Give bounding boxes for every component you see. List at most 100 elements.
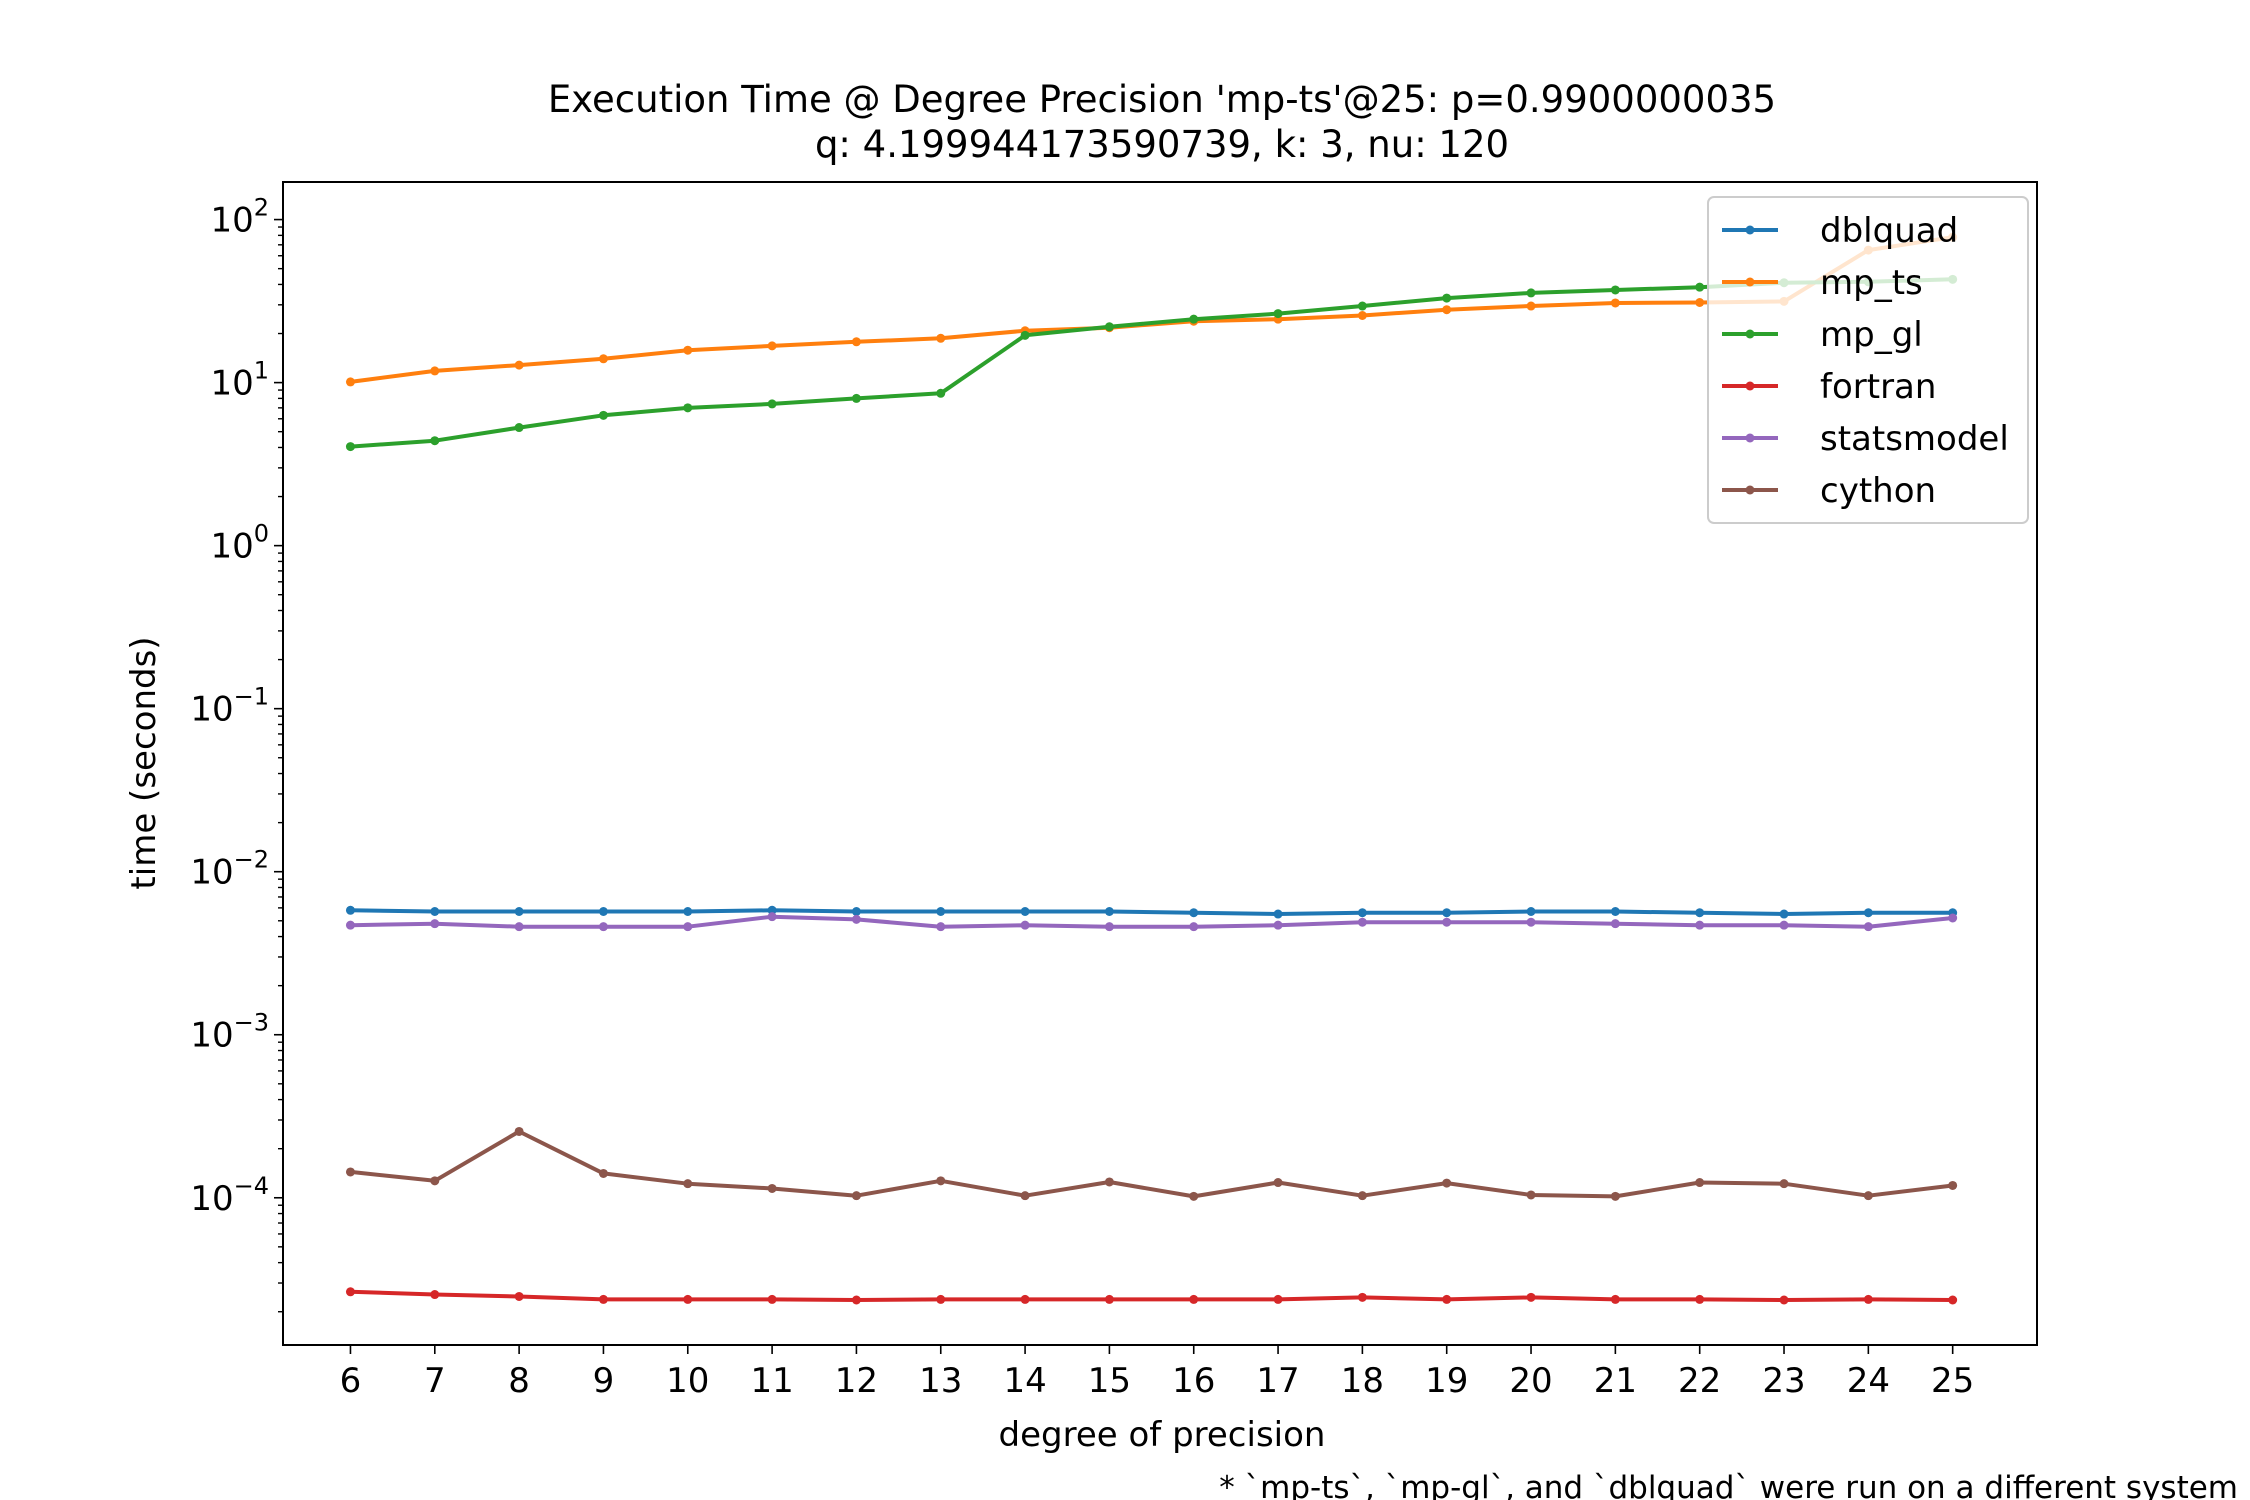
data-point-fortran — [598, 1294, 608, 1304]
data-point-fortran — [1357, 1292, 1367, 1302]
data-point-mp-ts — [1526, 301, 1536, 311]
data-point-cython — [1863, 1191, 1873, 1201]
data-point-mp-ts — [514, 360, 524, 370]
legend-box — [1707, 196, 2029, 524]
data-point-dblquad — [1273, 909, 1283, 919]
data-point-fortran — [1020, 1294, 1030, 1304]
data-point-dblquad — [598, 907, 608, 917]
data-point-dblquad — [851, 907, 861, 917]
legend-item-dblquad: dblquad — [1722, 211, 1958, 251]
footnote: * `mp-ts`, `mp-gl`, and `dblquad` were r… — [1219, 1470, 2238, 1500]
x-tick-label: 23 — [1762, 1361, 1805, 1401]
data-point-dblquad — [1863, 908, 1873, 918]
legend-marker — [1745, 485, 1755, 495]
legend-marker — [1745, 381, 1755, 391]
data-point-fortran — [767, 1294, 777, 1304]
data-point-statsmodel — [1695, 920, 1705, 930]
y-tick-label: 10−4 — [190, 1172, 269, 1219]
data-point-fortran — [1610, 1294, 1620, 1304]
x-tick-label: 24 — [1847, 1361, 1890, 1401]
x-tick-label: 10 — [666, 1361, 709, 1401]
series-statsmodel — [345, 912, 1958, 932]
x-tick-label: 6 — [340, 1361, 362, 1401]
data-point-mp-gl — [430, 436, 440, 446]
legend-marker — [1745, 329, 1755, 339]
series-line-dblquad — [348, 908, 1955, 916]
data-point-cython — [1104, 1177, 1114, 1187]
data-point-statsmodel — [683, 922, 693, 932]
data-point-cython — [1610, 1191, 1620, 1201]
data-point-fortran — [936, 1294, 946, 1304]
legend-label: mp_ts — [1820, 263, 1923, 303]
series-fortran — [345, 1287, 1958, 1305]
series-cython — [345, 1126, 1958, 1201]
data-point-fortran — [430, 1290, 440, 1300]
series-line-mp-gl — [348, 277, 1955, 449]
legend-marker — [1745, 433, 1755, 443]
x-tick-label: 11 — [750, 1361, 793, 1401]
data-point-mp-gl — [1104, 322, 1114, 332]
legend-marker — [1745, 277, 1755, 287]
legend-marker — [1745, 225, 1755, 235]
data-point-dblquad — [1610, 907, 1620, 917]
series-line-cython — [348, 1129, 1955, 1199]
data-point-fortran — [1442, 1294, 1452, 1304]
data-point-statsmodel — [1526, 917, 1536, 927]
legend-item-fortran: fortran — [1722, 367, 1936, 407]
data-point-statsmodel — [1104, 922, 1114, 932]
data-point-dblquad — [1189, 908, 1199, 918]
data-point-statsmodel — [1020, 920, 1030, 930]
data-point-mp-ts — [1442, 305, 1452, 315]
data-point-statsmodel — [1779, 920, 1789, 930]
x-tick-label: 18 — [1341, 1361, 1384, 1401]
data-point-fortran — [1779, 1295, 1789, 1305]
data-point-mp-gl — [1357, 301, 1367, 311]
data-point-mp-gl — [1189, 314, 1199, 324]
legend-item-mp-gl: mp_gl — [1722, 315, 1923, 355]
x-tick-label: 7 — [424, 1361, 446, 1401]
series-dblquad — [345, 905, 1958, 919]
data-point-dblquad — [1442, 908, 1452, 918]
x-tick-label: 19 — [1425, 1361, 1468, 1401]
data-point-statsmodel — [430, 919, 440, 929]
data-point-mp-gl — [1610, 285, 1620, 295]
data-point-cython — [1779, 1179, 1789, 1189]
data-point-statsmodel — [1610, 919, 1620, 929]
data-point-cython — [1442, 1178, 1452, 1188]
x-tick-label: 20 — [1509, 1361, 1552, 1401]
data-point-statsmodel — [514, 922, 524, 932]
data-point-statsmodel — [936, 922, 946, 932]
legend-item-cython: cython — [1722, 471, 1936, 511]
data-point-statsmodel — [851, 914, 861, 924]
data-point-cython — [1357, 1191, 1367, 1201]
data-point-fortran — [1189, 1294, 1199, 1304]
legend-item-statsmodel: statsmodel — [1722, 419, 2009, 459]
data-point-mp-gl — [851, 393, 861, 403]
data-point-mp-ts — [1357, 310, 1367, 320]
data-point-cython — [1189, 1191, 1199, 1201]
data-point-mp-ts — [851, 337, 861, 347]
data-point-fortran — [1695, 1294, 1705, 1304]
data-point-dblquad — [767, 905, 777, 915]
legend-item-mp-ts: mp_ts — [1722, 263, 1923, 303]
data-point-statsmodel — [1189, 922, 1199, 932]
x-tick-label: 21 — [1594, 1361, 1637, 1401]
data-point-cython — [598, 1168, 608, 1178]
data-point-mp-gl — [683, 403, 693, 413]
legend-label: dblquad — [1820, 211, 1958, 251]
data-point-fortran — [1104, 1294, 1114, 1304]
data-point-statsmodel — [1863, 922, 1873, 932]
data-point-cython — [683, 1179, 693, 1189]
y-axis-label: time (seconds) — [124, 636, 164, 889]
y-tick-label: 10−3 — [190, 1009, 269, 1056]
data-point-fortran — [1863, 1294, 1873, 1304]
data-point-mp-gl — [1442, 293, 1452, 303]
x-tick-label: 22 — [1678, 1361, 1721, 1401]
data-point-statsmodel — [1442, 917, 1452, 927]
x-tick-label: 14 — [1003, 1361, 1046, 1401]
x-tick-label: 16 — [1172, 1361, 1215, 1401]
legend-label: cython — [1820, 471, 1936, 511]
data-point-statsmodel — [345, 920, 355, 930]
x-axis-label: degree of precision — [999, 1415, 1326, 1455]
